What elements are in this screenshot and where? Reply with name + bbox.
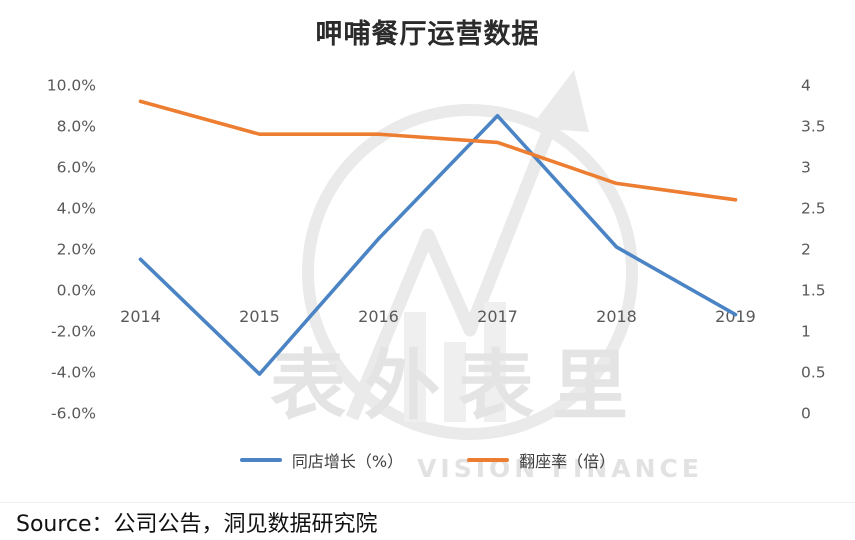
y-axis-left-tick: 6.0% bbox=[57, 159, 96, 177]
x-axis-label: 2018 bbox=[596, 307, 637, 326]
source-text: Source：公司公告，洞见数据研究院 bbox=[16, 511, 378, 537]
y-axis-left-tick: 8.0% bbox=[57, 118, 96, 136]
y-axis-right-tick: 0 bbox=[801, 405, 811, 423]
legend-label-same-store-growth: 同店增长（%） bbox=[291, 452, 404, 471]
source-line: Source：公司公告，洞见数据研究院 bbox=[0, 502, 855, 540]
legend-label-table-turnover: 翻座率（倍） bbox=[519, 452, 616, 471]
y-axis-left-tick: 0.0% bbox=[57, 282, 96, 300]
y-axis-left-tick: -2.0% bbox=[51, 323, 96, 341]
chart-legend: 同店增长（%） 翻座率（倍） bbox=[0, 448, 855, 472]
watermark-logo-circle bbox=[302, 104, 638, 440]
x-axis-label: 2015 bbox=[239, 307, 280, 326]
y-axis-right-tick: 3.5 bbox=[801, 118, 826, 136]
y-axis-right-tick: 0.5 bbox=[801, 364, 826, 382]
x-axis-label: 2014 bbox=[120, 307, 161, 326]
y-axis-right-tick: 1 bbox=[801, 323, 811, 341]
watermark-brand-text: 表外表里 bbox=[270, 341, 646, 430]
x-axis-label: 2017 bbox=[477, 307, 518, 326]
y-axis-left-tick: 10.0% bbox=[47, 77, 96, 95]
x-axis-label: 2016 bbox=[358, 307, 399, 326]
legend-line-sample-orange bbox=[467, 458, 510, 462]
legend-line-sample-blue bbox=[239, 458, 282, 462]
watermark-arrow-icon bbox=[530, 70, 589, 132]
watermark-logo-bars bbox=[404, 302, 506, 422]
line-chart: 10.0% 8.0% 6.0% 4.0% 2.0% 0.0% -2.0% -4.0% -6.0%… bbox=[47, 77, 826, 423]
watermark-brand-subtext: VISION FINANCE bbox=[417, 454, 703, 483]
series-line-1 bbox=[138, 99, 738, 202]
y-axis-right-tick: 1.5 bbox=[801, 282, 826, 300]
y-axis-left-tick: 4.0% bbox=[57, 200, 96, 218]
watermark-logo-zigzag bbox=[345, 109, 563, 421]
y-axis-right-tick: 2 bbox=[801, 241, 811, 259]
y-axis-left-tick: -6.0% bbox=[51, 405, 96, 423]
y-axis-left-tick: 2.0% bbox=[57, 241, 96, 259]
x-axis-label: 2019 bbox=[715, 307, 756, 326]
y-axis-right-tick: 4 bbox=[801, 77, 811, 95]
legend-item-table-turnover: 翻座率（倍） bbox=[467, 448, 615, 472]
chart-title: 呷哺餐厅运营数据 bbox=[315, 19, 540, 50]
y-axis-left-tick: -4.0% bbox=[51, 364, 96, 382]
y-axis-right-tick: 3 bbox=[801, 159, 811, 177]
series-line-0 bbox=[138, 114, 738, 376]
legend-item-same-store-growth: 同店增长（%） bbox=[239, 448, 404, 472]
y-axis-right-tick: 2.5 bbox=[801, 200, 826, 218]
